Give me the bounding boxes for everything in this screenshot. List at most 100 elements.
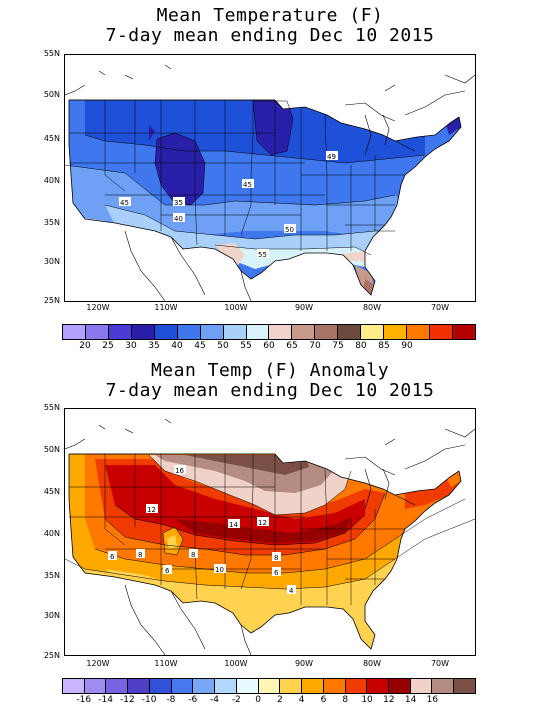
top_panel-legend-tick-14: 90 bbox=[401, 341, 413, 351]
top-title-line2: 7-day mean ending Dec 10 2015 bbox=[105, 25, 435, 46]
bottom-contour-label-10: 10 bbox=[215, 566, 224, 574]
bottom-color-legend bbox=[62, 678, 476, 694]
bottom-lon-110w: 110W bbox=[154, 659, 178, 668]
bottom-lon-90w: 90W bbox=[294, 659, 314, 668]
top-lon-80w: 80W bbox=[362, 303, 382, 312]
top_panel-legend-tick-3: 35 bbox=[148, 341, 160, 351]
bottom_panel-legend-tick-12: 8 bbox=[342, 695, 349, 705]
bottom_panel-legend-swatch-18 bbox=[454, 679, 475, 693]
top-lon-120w: 120W bbox=[86, 303, 110, 312]
bottom-contour-label-8c: 8 bbox=[274, 554, 278, 562]
bottom-contour-label-8b: 8 bbox=[191, 551, 195, 559]
bottom_panel-legend-tick-4: -8 bbox=[166, 695, 176, 705]
top_panel-legend-swatch-3 bbox=[131, 325, 155, 339]
bottom_panel-legend-swatch-11 bbox=[302, 679, 324, 693]
top-contour-label-45b: 45 bbox=[120, 199, 129, 207]
top-legend-ticks: 20 25 30 35 40 45 50 55 60 65 70 75 80 85 90 bbox=[62, 340, 476, 352]
bottom-map-svg: 16 12 14 12 6 8 8 6 10 8 6 4 bbox=[65, 418, 475, 655]
top-lon-100w: 100W bbox=[224, 303, 248, 312]
top-lon-90w: 90W bbox=[294, 303, 314, 312]
top-contour-label-40: 40 bbox=[174, 215, 183, 223]
bottom_panel-legend-swatch-17 bbox=[432, 679, 455, 693]
top_panel-legend-swatch-0 bbox=[63, 325, 86, 339]
bottom_panel-legend-tick-10: 4 bbox=[298, 695, 305, 705]
bottom_panel-legend-tick-3: -10 bbox=[141, 695, 157, 705]
bottom-contour-label-4: 4 bbox=[289, 587, 294, 595]
bottom_panel-legend-swatch-8 bbox=[236, 679, 259, 693]
top_panel-legend-swatch-14 bbox=[384, 325, 408, 339]
bottom_panel-legend-swatch-2 bbox=[106, 679, 129, 693]
top_panel-legend-swatch-10 bbox=[292, 325, 316, 339]
bottom_panel-legend-tick-11: 6 bbox=[320, 695, 327, 705]
bottom_panel-legend-swatch-16 bbox=[410, 679, 433, 693]
top-lat-50n: 50N bbox=[43, 90, 60, 99]
top-color-legend bbox=[62, 324, 476, 340]
bottom-contour-label-6a: 6 bbox=[110, 553, 115, 561]
bottom_panel-legend-swatch-9 bbox=[258, 679, 281, 693]
top-lat-40n: 40N bbox=[43, 176, 60, 185]
bottom_panel-legend-swatch-14 bbox=[367, 679, 390, 693]
bottom_panel-legend-swatch-10 bbox=[280, 679, 303, 693]
top-lat-45n: 45N bbox=[43, 134, 60, 143]
top-map-svg: 49 45 45 35 40 50 55 bbox=[65, 64, 475, 301]
bottom-contour-label-16: 16 bbox=[175, 467, 184, 475]
bottom-contour-label-6b: 6 bbox=[165, 567, 170, 575]
bottom-lon-100w: 100W bbox=[224, 659, 248, 668]
bottom_panel-legend-swatch-7 bbox=[215, 679, 237, 693]
top-lon-70w: 70W bbox=[430, 303, 450, 312]
bottom-contour-label-6c: 6 bbox=[274, 569, 279, 577]
bottom_panel-legend-tick-1: -14 bbox=[98, 695, 113, 705]
top_panel-legend-swatch-6 bbox=[200, 325, 224, 339]
top_panel-legend-swatch-9 bbox=[269, 325, 293, 339]
bottom-title-line2: 7-day mean ending Dec 10 2015 bbox=[105, 380, 435, 401]
top_panel-legend-tick-5: 45 bbox=[194, 341, 206, 351]
top_panel-legend-tick-11: 75 bbox=[332, 341, 344, 351]
bottom-lat-25n: 25N bbox=[43, 651, 60, 660]
top_panel-legend-swatch-7 bbox=[223, 325, 247, 339]
bottom_panel-legend-swatch-12 bbox=[323, 679, 346, 693]
bottom-contour-label-8a: 8 bbox=[138, 551, 142, 559]
bottom_panel-legend-swatch-15 bbox=[389, 679, 411, 693]
top-contour-label-49: 49 bbox=[327, 153, 336, 161]
top_panel-legend-tick-4: 40 bbox=[171, 341, 183, 351]
top_panel-legend-tick-8: 60 bbox=[263, 341, 275, 351]
bottom_panel-legend-swatch-6 bbox=[193, 679, 216, 693]
bottom_panel-legend-swatch-4 bbox=[149, 679, 172, 693]
top_panel-legend-tick-1: 25 bbox=[102, 341, 114, 351]
top_panel-legend-swatch-4 bbox=[154, 325, 178, 339]
bottom-lon-70w: 70W bbox=[430, 659, 450, 668]
bottom_panel-legend-tick-14: 12 bbox=[383, 695, 395, 705]
bottom-title-line1: Mean Temp (F) Anomaly bbox=[150, 360, 390, 381]
bottom-contour-label-14: 14 bbox=[229, 521, 238, 529]
bottom-map: 16 12 14 12 6 8 8 6 10 8 6 4 bbox=[64, 408, 476, 656]
bottom_panel-legend-swatch-1 bbox=[84, 679, 107, 693]
bottom-lat-45n: 45N bbox=[43, 487, 60, 496]
bottom_panel-legend-tick-9: 2 bbox=[277, 695, 283, 705]
bottom_panel-legend-tick-15: 14 bbox=[404, 695, 417, 705]
top_panel-legend-swatch-12 bbox=[338, 325, 362, 339]
top-lat-30n: 30N bbox=[43, 257, 60, 266]
top_panel-legend-swatch-13 bbox=[361, 325, 385, 339]
bottom_panel-legend-tick-13: 10 bbox=[361, 695, 373, 705]
bottom-contour-label-12b: 12 bbox=[258, 519, 267, 527]
top_panel-legend-swatch-2 bbox=[108, 325, 132, 339]
top_panel-legend-tick-0: 20 bbox=[79, 341, 91, 351]
bottom-lat-35n: 35N bbox=[43, 571, 60, 580]
top_panel-legend-tick-9: 65 bbox=[286, 341, 298, 351]
bottom-lat-30n: 30N bbox=[43, 611, 60, 620]
top-lat-55n: 55N bbox=[43, 49, 60, 58]
bottom_panel-legend-swatch-0 bbox=[63, 679, 85, 693]
top_panel-legend-tick-6: 50 bbox=[217, 341, 229, 351]
top_panel-legend-swatch-16 bbox=[430, 325, 453, 339]
top-lon-110w: 110W bbox=[154, 303, 178, 312]
bottom_panel-legend-tick-8: 0 bbox=[255, 695, 261, 705]
bottom_panel-legend-tick-5: -6 bbox=[188, 695, 198, 705]
top-lat-25n: 25N bbox=[43, 296, 60, 305]
bottom-lat-55n: 55N bbox=[43, 403, 60, 412]
bottom_panel-legend-swatch-3 bbox=[128, 679, 150, 693]
top-title-line1: Mean Temperature (F) bbox=[156, 5, 384, 26]
bottom-lat-50n: 50N bbox=[43, 445, 60, 454]
top_panel-legend-swatch-5 bbox=[177, 325, 201, 339]
top-contour-label-50: 50 bbox=[285, 226, 294, 234]
top_panel-legend-swatch-8 bbox=[246, 325, 270, 339]
